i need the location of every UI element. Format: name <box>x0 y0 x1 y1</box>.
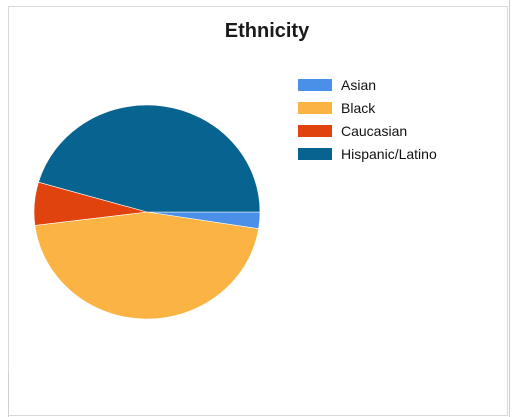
legend-item-hispanic-latino[interactable]: Hispanic/Latino <box>298 142 437 165</box>
legend-swatch-caucasian <box>298 124 332 137</box>
legend-swatch-asian <box>298 78 332 91</box>
legend-item-caucasian[interactable]: Caucasian <box>298 119 437 142</box>
legend-label-caucasian: Caucasian <box>341 122 408 139</box>
legend-item-asian[interactable]: Asian <box>298 73 437 96</box>
pie-slice-hispanic-latino[interactable] <box>38 104 261 213</box>
chart-legend: Asian Black Caucasian Hispanic/Latino <box>298 73 437 165</box>
legend-swatch-hispanic-latino <box>298 147 332 160</box>
legend-swatch-black <box>298 101 332 114</box>
pie-slice-black[interactable] <box>34 211 259 320</box>
chart-title: Ethnicity <box>224 20 310 42</box>
legend-item-black[interactable]: Black <box>298 96 437 119</box>
frame-divider-right <box>509 0 510 417</box>
legend-label-hispanic-latino: Hispanic/Latino <box>341 145 437 162</box>
legend-label-asian: Asian <box>341 76 377 93</box>
legend-label-black: Black <box>341 99 376 116</box>
frame-divider-left <box>8 372 9 417</box>
